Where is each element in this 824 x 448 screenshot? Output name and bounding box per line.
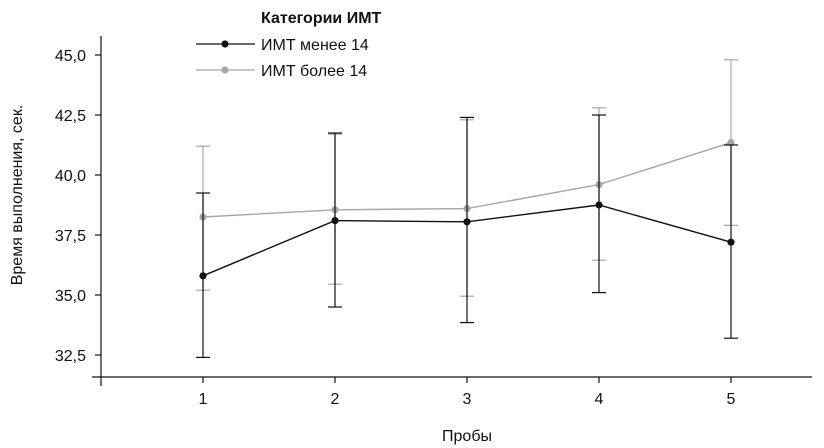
- data-point: [463, 218, 471, 226]
- y-ticks: 32,5 35,0 37,5 40,0 42,5 45,0: [55, 48, 101, 365]
- y-tick-label: 32,5: [55, 348, 86, 365]
- legend-marker-series-1: [221, 40, 229, 48]
- legend: Категории ИМТ ИМТ менее 14 ИМТ более 14: [196, 10, 382, 80]
- y-tick-label: 40,0: [55, 168, 86, 185]
- data-point: [595, 201, 603, 209]
- y-tick-label: 45,0: [55, 48, 86, 65]
- x-tick-label: 3: [463, 391, 472, 408]
- x-tick-label: 5: [727, 391, 736, 408]
- data-point: [727, 238, 735, 246]
- y-axis-title: Время выполнения, сек.: [9, 105, 26, 286]
- data-point: [331, 217, 339, 225]
- x-axis-title: Пробы: [442, 428, 492, 445]
- y-tick-label: 35,0: [55, 288, 86, 305]
- series-1: [196, 114, 738, 358]
- legend-label-series-1: ИМТ менее 14: [261, 37, 369, 54]
- y-tick-label: 42,5: [55, 108, 86, 125]
- series-layer: [196, 59, 738, 358]
- x-tick-label: 2: [331, 391, 340, 408]
- x-tick-label: 4: [595, 391, 604, 408]
- legend-label-series-2: ИМТ более 14: [261, 63, 367, 80]
- data-point: [199, 272, 207, 280]
- x-tick-label: 1: [199, 391, 208, 408]
- legend-title: Категории ИМТ: [261, 10, 382, 27]
- y-tick-label: 37,5: [55, 228, 86, 245]
- x-ticks: 1 2 3 4 5: [199, 377, 736, 408]
- legend-marker-series-2: [221, 66, 229, 74]
